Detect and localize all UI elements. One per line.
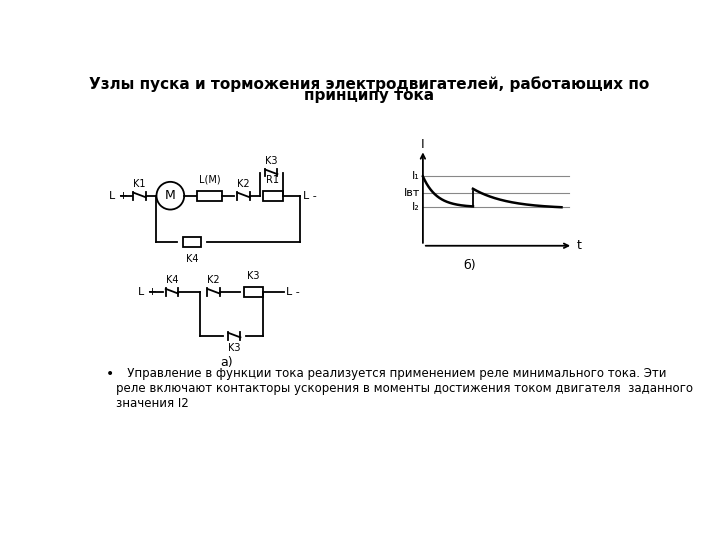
Text: б): б) [463, 259, 475, 272]
Bar [197, 191, 222, 201]
Text: K2: K2 [237, 179, 250, 189]
Text: K3: K3 [247, 271, 260, 281]
Text: L +: L + [138, 287, 157, 297]
Text: Узлы пуска и торможения электродвигателей, работающих по: Узлы пуска и торможения электродвигателе… [89, 76, 649, 92]
Text: L -: L - [303, 191, 317, 201]
Text: K3: K3 [265, 156, 277, 166]
Text: I₁: I₁ [412, 172, 420, 181]
Text: Управление в функции тока реализуется применением реле минимального тока. Эти
ре: Управление в функции тока реализуется пр… [117, 367, 693, 410]
Text: I: I [421, 138, 425, 151]
Text: K1: K1 [133, 179, 145, 189]
Text: M: M [165, 189, 176, 202]
Text: Iвт: Iвт [404, 188, 420, 198]
Text: t: t [577, 239, 582, 252]
Bar [183, 237, 201, 247]
Text: L +: L + [109, 191, 128, 201]
Text: а): а) [220, 356, 233, 369]
Text: R1: R1 [266, 175, 279, 185]
Text: K4: K4 [166, 275, 178, 285]
Text: K4: K4 [186, 254, 198, 264]
Text: K3: K3 [228, 343, 240, 353]
Text: I₂: I₂ [412, 202, 420, 212]
Text: •: • [106, 367, 114, 381]
Text: L(M): L(M) [199, 175, 220, 185]
Bar [244, 287, 263, 298]
Text: K2: K2 [207, 275, 220, 285]
Text: L -: L - [286, 287, 300, 297]
Bar [263, 191, 283, 201]
Text: принципу тока: принципу тока [304, 88, 434, 103]
